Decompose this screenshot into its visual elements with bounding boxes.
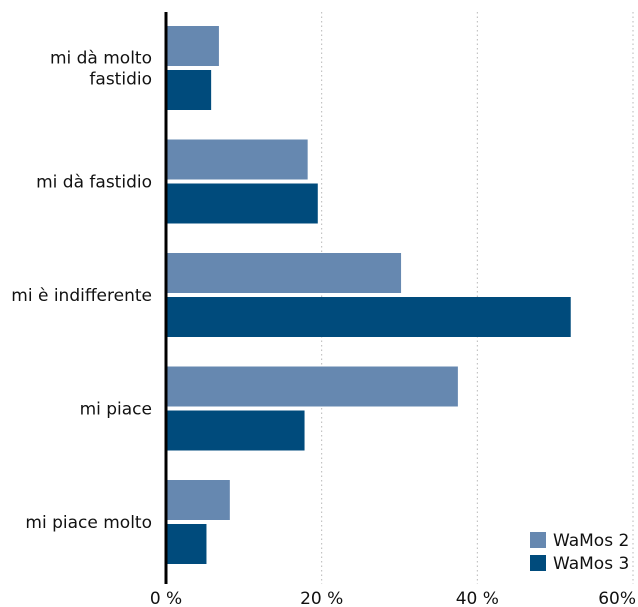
legend-swatch-2 bbox=[530, 555, 546, 571]
bar-2-2 bbox=[166, 183, 318, 224]
bar-1-2 bbox=[166, 139, 308, 180]
category-label-3: mi è indifferente bbox=[11, 286, 152, 306]
category-label-4: mi piace bbox=[80, 400, 152, 420]
category-labels: mi dà molto fastidio mi dà fastidio mi è in… bbox=[11, 49, 152, 534]
x-tick-label-0: 0 % bbox=[150, 589, 182, 607]
bar-1-1 bbox=[166, 26, 219, 66]
bar-1-4 bbox=[166, 366, 458, 407]
category-label-5: mi piace molto bbox=[25, 513, 152, 533]
category-label-1: mi dà molto fastidio bbox=[50, 49, 152, 90]
x-tick-label-1: 20 % bbox=[300, 589, 343, 607]
bar-1-3 bbox=[166, 253, 402, 293]
bar-2-5 bbox=[166, 524, 207, 564]
bar-2-4 bbox=[166, 410, 305, 451]
legend-swatch-1 bbox=[530, 532, 546, 548]
x-tick-label-3: 60% bbox=[598, 589, 636, 607]
x-tick-labels: 0 % 20 % 40 % 60% bbox=[150, 589, 636, 607]
bar-1-5 bbox=[166, 480, 230, 520]
legend-label-2: WaMos 3 bbox=[553, 554, 629, 574]
category-label-2: mi dà fastidio bbox=[36, 173, 152, 193]
bar-2-1 bbox=[166, 70, 212, 110]
x-tick-label-2: 40 % bbox=[456, 589, 499, 607]
legend: WaMos 2 WaMos 3 bbox=[530, 531, 629, 574]
legend-label-1: WaMos 2 bbox=[553, 531, 629, 551]
bar-2-3 bbox=[166, 297, 571, 337]
grid-lines bbox=[321, 12, 634, 584]
bars bbox=[166, 26, 571, 564]
